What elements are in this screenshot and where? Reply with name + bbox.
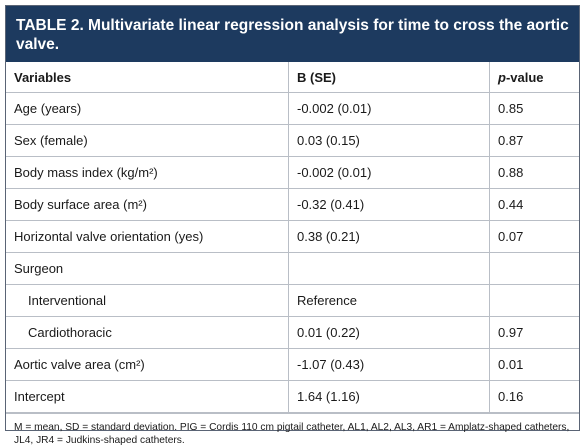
row-b-se: -0.32 (0.41) — [288, 188, 490, 221]
row-variable: Sex (female) — [6, 124, 289, 157]
row-b-se: -0.002 (0.01) — [288, 92, 490, 125]
table-row: Horizontal valve orientation (yes) 0.38 … — [6, 220, 579, 253]
row-b-se: -0.002 (0.01) — [288, 156, 490, 189]
row-variable: Horizontal valve orientation (yes) — [6, 220, 289, 253]
table-title: TABLE 2. Multivariate linear regression … — [6, 6, 579, 62]
table-row: Body surface area (m²) -0.32 (0.41) 0.44 — [6, 188, 579, 221]
table-row: Body mass index (kg/m²) -0.002 (0.01) 0.… — [6, 156, 579, 189]
row-p-value — [489, 284, 579, 317]
row-variable: Surgeon — [6, 252, 289, 285]
row-variable: Interventional — [6, 284, 289, 317]
table-row: Surgeon — [6, 252, 579, 285]
row-b-se: 1.64 (1.16) — [288, 380, 490, 413]
row-p-value: 0.44 — [489, 188, 579, 221]
row-b-se: 0.01 (0.22) — [288, 316, 490, 349]
row-p-value — [489, 252, 579, 285]
row-p-value: 0.87 — [489, 124, 579, 157]
row-b-se: 0.38 (0.21) — [288, 220, 490, 253]
regression-table: Variables B (SE) p-value Age (years) -0.… — [6, 62, 579, 413]
row-variable: Cardiothoracic — [6, 316, 289, 349]
table-row: Interventional Reference — [6, 284, 579, 317]
row-b-se: Reference — [288, 284, 490, 317]
row-variable: Body mass index (kg/m²) — [6, 156, 289, 189]
table-row: Cardiothoracic 0.01 (0.22) 0.97 — [6, 316, 579, 349]
table-row: Sex (female) 0.03 (0.15) 0.87 — [6, 124, 579, 157]
table-row: Aortic valve area (cm²) -1.07 (0.43) 0.0… — [6, 348, 579, 381]
row-p-value: 0.85 — [489, 92, 579, 125]
row-p-value: 0.97 — [489, 316, 579, 349]
regression-table-card: TABLE 2. Multivariate linear regression … — [5, 5, 580, 446]
row-variable: Aortic valve area (cm²) — [6, 348, 289, 381]
table-row: Intercept 1.64 (1.16) 0.16 — [6, 380, 579, 413]
row-b-se — [288, 252, 490, 285]
row-variable: Body surface area (m²) — [6, 188, 289, 221]
row-p-value: 0.88 — [489, 156, 579, 189]
header-p-value: p-value — [489, 62, 579, 93]
table-footnote: M = mean, SD = standard deviation. PIG =… — [6, 413, 579, 447]
table-header-row: Variables B (SE) p-value — [6, 62, 579, 93]
header-b-se: B (SE) — [288, 62, 490, 93]
table-row: Age (years) -0.002 (0.01) 0.85 — [6, 92, 579, 125]
row-variable: Intercept — [6, 380, 289, 413]
header-p-rest: -value — [505, 69, 544, 85]
header-variables: Variables — [6, 62, 289, 93]
row-b-se: -1.07 (0.43) — [288, 348, 490, 381]
row-b-se: 0.03 (0.15) — [288, 124, 490, 157]
header-p-italic: p — [498, 69, 506, 85]
row-p-value: 0.01 — [489, 348, 579, 381]
row-p-value: 0.07 — [489, 220, 579, 253]
row-p-value: 0.16 — [489, 380, 579, 413]
row-variable: Age (years) — [6, 92, 289, 125]
